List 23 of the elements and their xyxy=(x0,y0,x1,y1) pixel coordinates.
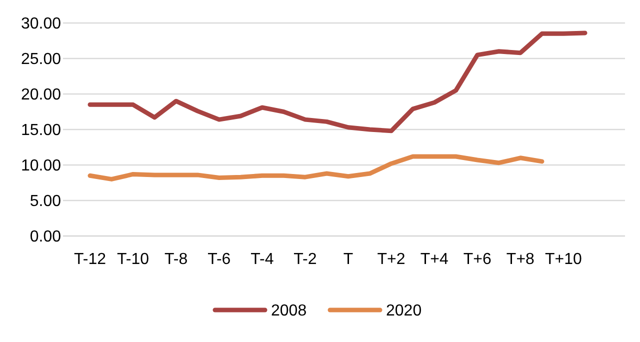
y-tick-label: 10.00 xyxy=(20,158,62,175)
legend-label: 2020 xyxy=(386,302,422,320)
x-tick-label: T xyxy=(343,251,354,268)
x-tick-label: T+2 xyxy=(377,251,406,268)
x-tick-label: T-2 xyxy=(294,251,317,268)
x-tick-label: T-12 xyxy=(74,251,106,268)
y-tick-label: 5.00 xyxy=(30,193,62,210)
y-tick-label: 15.00 xyxy=(20,122,62,140)
x-tick-label: T+10 xyxy=(545,251,582,268)
legend-label: 2008 xyxy=(271,302,307,320)
x-tick-label: T-8 xyxy=(164,251,188,268)
x-tick-label: T-6 xyxy=(208,251,231,268)
x-tick-label: T-4 xyxy=(250,251,274,268)
y-tick-label: 30.00 xyxy=(20,16,62,33)
y-tick-label: 0.00 xyxy=(30,228,62,246)
y-tick-label: 20.00 xyxy=(20,86,62,104)
x-tick-label: T+6 xyxy=(463,251,492,268)
line-series xyxy=(88,30,588,134)
x-tick-label: T+8 xyxy=(506,251,535,268)
line-series xyxy=(88,154,544,182)
y-tick-label: 25.00 xyxy=(20,51,62,68)
x-tick-label: T-10 xyxy=(117,251,150,268)
x-tick-label: T+4 xyxy=(420,251,448,268)
